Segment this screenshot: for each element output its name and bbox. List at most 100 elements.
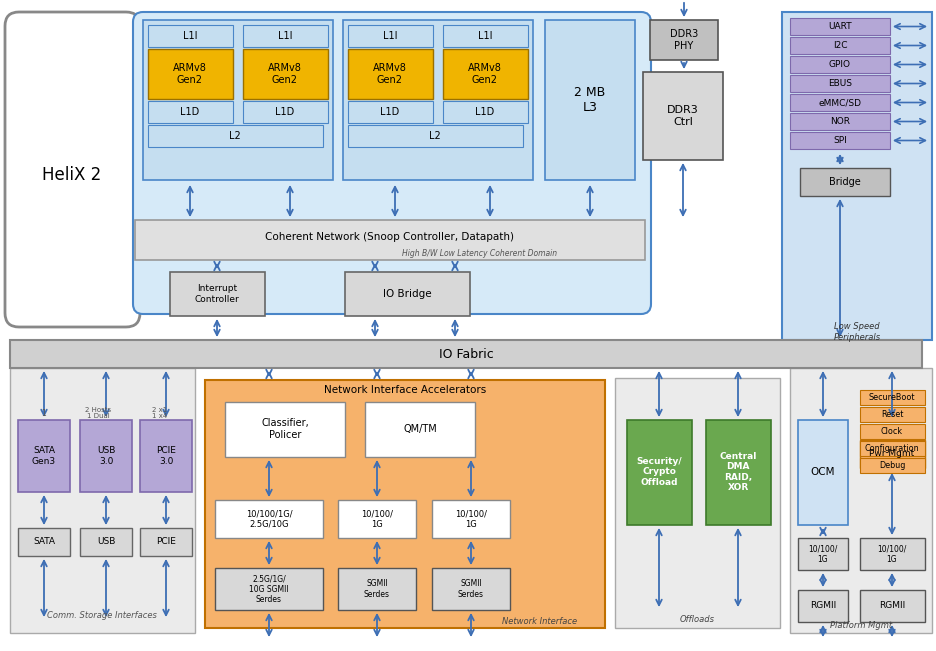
Text: eMMC/SD: eMMC/SD (818, 98, 860, 107)
Text: SPI: SPI (832, 136, 846, 145)
Text: 10/100/
1G: 10/100/ 1G (808, 544, 837, 564)
Text: 1: 1 (41, 408, 46, 417)
Bar (431, 568, 509, 610)
Bar (443, 25, 528, 47)
Bar (443, 49, 528, 99)
Text: PCIE: PCIE (156, 538, 176, 546)
Bar (135, 220, 644, 260)
Text: RGMII: RGMII (809, 602, 835, 611)
Bar (148, 101, 233, 123)
Text: High B/W Low Latency Coherent Domain: High B/W Low Latency Coherent Domain (402, 249, 557, 258)
Text: Comm. Storage Interfaces: Comm. Storage Interfaces (47, 611, 156, 620)
Text: Configuration: Configuration (864, 444, 918, 453)
Bar (242, 25, 328, 47)
Text: L1I: L1I (477, 31, 491, 41)
Bar (344, 272, 470, 316)
Bar (225, 402, 344, 457)
Bar (214, 500, 323, 538)
Text: Platform Mgmt: Platform Mgmt (829, 622, 891, 631)
FancyBboxPatch shape (133, 12, 651, 314)
Bar (139, 528, 192, 556)
Text: HeliX 2: HeliX 2 (42, 166, 101, 184)
Text: 10/100/1G/
2.5G/10G: 10/100/1G/ 2.5G/10G (245, 509, 292, 529)
Bar (18, 420, 70, 492)
Text: IO Bridge: IO Bridge (382, 289, 431, 299)
Bar (431, 500, 509, 538)
Bar (148, 125, 323, 147)
Text: L1D: L1D (275, 107, 294, 117)
Text: L1I: L1I (277, 31, 292, 41)
Text: SATA
Gen3: SATA Gen3 (32, 447, 56, 465)
Text: USB: USB (96, 538, 115, 546)
Bar (789, 56, 889, 73)
Bar (143, 20, 332, 180)
Text: IO Fabric: IO Fabric (438, 348, 493, 361)
Text: 2.5G/1G/
10G SGMII
Serdes: 2.5G/1G/ 10G SGMII Serdes (249, 574, 288, 604)
Bar (789, 113, 889, 130)
Bar (242, 49, 328, 99)
Bar (10, 340, 921, 368)
Text: Reset: Reset (880, 410, 902, 419)
Text: RGMII: RGMII (878, 602, 904, 611)
Bar (859, 590, 924, 622)
Bar (859, 390, 924, 405)
Text: Interrupt
Controller: Interrupt Controller (195, 284, 239, 304)
Text: Offloads: Offloads (679, 615, 714, 624)
Text: 10/100/
1G: 10/100/ 1G (876, 544, 906, 564)
Bar (705, 420, 770, 525)
Bar (80, 420, 132, 492)
Text: ARMv8
Gen2: ARMv8 Gen2 (173, 63, 207, 85)
Bar (347, 101, 432, 123)
Bar (789, 37, 889, 54)
Text: QM/TM: QM/TM (402, 424, 436, 434)
Text: ARMv8
Gen2: ARMv8 Gen2 (468, 63, 502, 85)
Bar (797, 420, 847, 525)
Text: ARMv8
Gen2: ARMv8 Gen2 (268, 63, 301, 85)
Text: L1D: L1D (181, 107, 199, 117)
Bar (789, 368, 931, 633)
Text: Debug: Debug (878, 461, 904, 470)
Text: SecureBoot: SecureBoot (868, 393, 914, 402)
Text: L2: L2 (229, 131, 241, 141)
Text: NOR: NOR (829, 117, 849, 126)
Bar (789, 132, 889, 149)
Text: Clock: Clock (880, 427, 902, 436)
Bar (614, 378, 779, 628)
Bar (347, 25, 432, 47)
Bar (365, 402, 475, 457)
Text: Network Interface Accelerators: Network Interface Accelerators (324, 385, 486, 395)
Text: 2 Hosts
1 Dual: 2 Hosts 1 Dual (85, 406, 111, 419)
Text: 2 x1
1 x4: 2 x1 1 x4 (153, 406, 168, 419)
Bar (545, 20, 635, 180)
Bar (18, 528, 70, 556)
Text: Classifier,
Policer: Classifier, Policer (261, 418, 309, 440)
Text: Security/
Crypto
Offload: Security/ Crypto Offload (636, 457, 681, 487)
Text: SATA: SATA (33, 538, 55, 546)
Bar (859, 440, 924, 468)
Text: L2: L2 (429, 131, 441, 141)
Text: OCM: OCM (810, 467, 834, 477)
Bar (859, 458, 924, 473)
FancyBboxPatch shape (5, 12, 139, 327)
Text: 10/100/
1G: 10/100/ 1G (455, 509, 487, 529)
Bar (169, 272, 265, 316)
Text: Low Speed
Peripherals: Low Speed Peripherals (832, 322, 880, 342)
Text: L1I: L1I (382, 31, 397, 41)
Text: EBUS: EBUS (827, 79, 851, 88)
Bar (650, 20, 717, 60)
Text: UART: UART (827, 22, 851, 31)
Bar (859, 424, 924, 439)
Bar (139, 420, 192, 492)
Text: PCIE
3.0: PCIE 3.0 (156, 447, 176, 465)
Text: L1D: L1D (380, 107, 399, 117)
Bar (10, 368, 195, 633)
Bar (343, 20, 533, 180)
Text: DDR3
PHY: DDR3 PHY (669, 29, 697, 51)
Text: Central
DMA
RAID,
XOR: Central DMA RAID, XOR (719, 452, 756, 492)
Bar (642, 72, 723, 160)
Bar (148, 25, 233, 47)
Bar (799, 168, 889, 196)
Text: Bridge: Bridge (828, 177, 860, 187)
Text: GPIO: GPIO (828, 60, 850, 69)
Bar (797, 590, 847, 622)
